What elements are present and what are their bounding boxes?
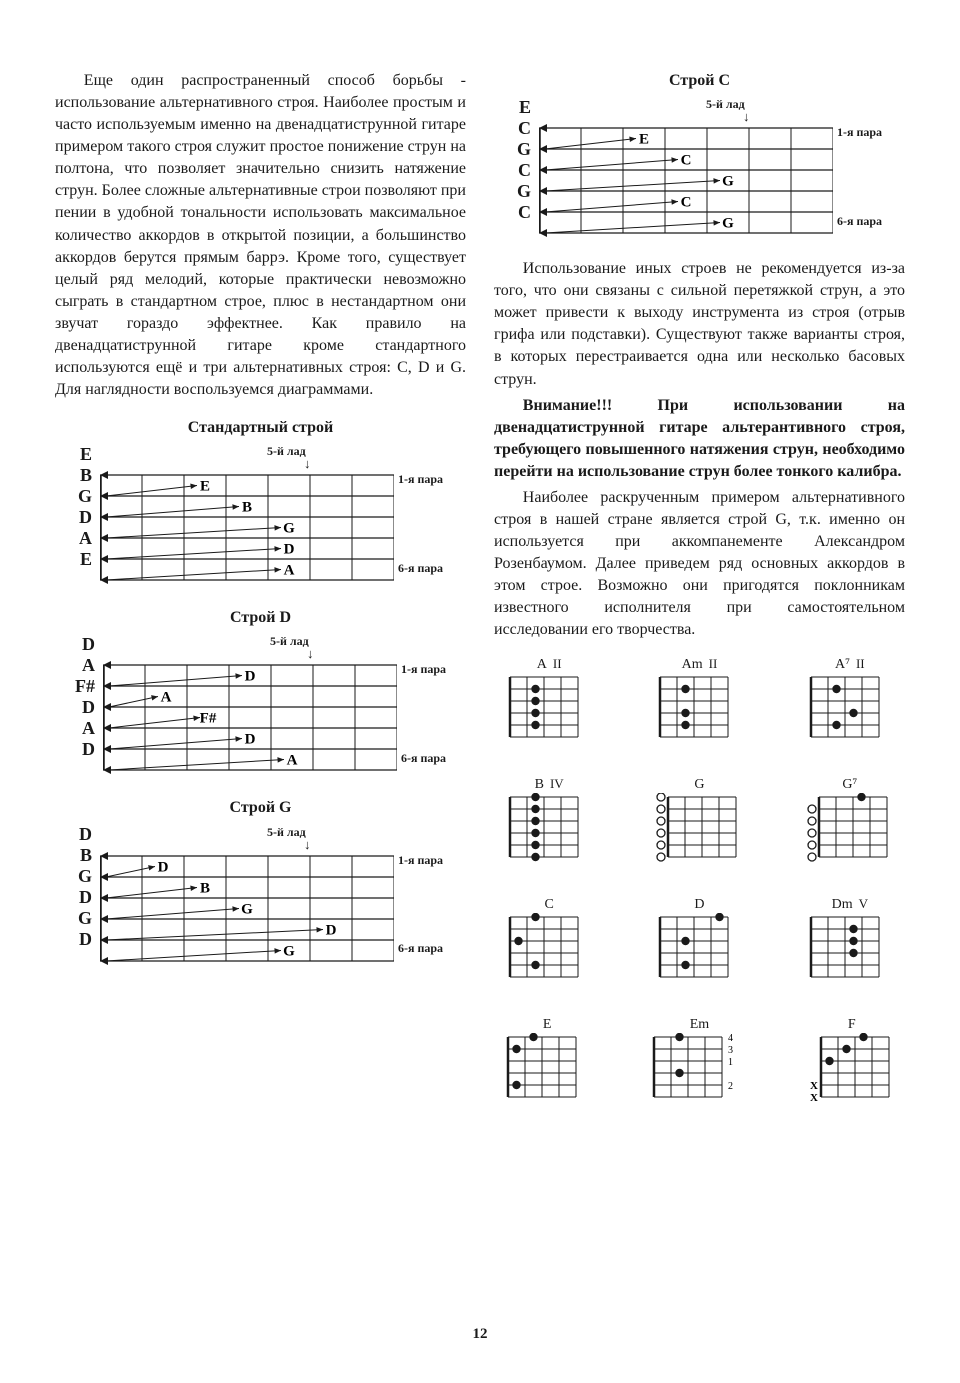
para-right-3: Наиболее раскрученным примером альтернат… (494, 487, 905, 642)
chord-dm: DmV (807, 895, 893, 985)
chord-em: Em4312 (650, 1015, 748, 1105)
right-column: Строй C ECGCGC5-й лад↓ECGCG1-я пара6-я п… (494, 70, 905, 1296)
chord-a: AII (506, 655, 592, 745)
svg-text:D: D (326, 922, 337, 938)
chord-g: G (656, 775, 742, 865)
svg-text:A: A (161, 690, 172, 706)
chord-c: C (506, 895, 592, 985)
svg-text:B: B (200, 880, 210, 896)
svg-text:G: G (283, 943, 295, 959)
tuning-d-title: Строй D (55, 607, 466, 629)
svg-text:C: C (681, 153, 692, 169)
two-column-layout: Еще один распространенный способ борьбы … (55, 70, 905, 1296)
svg-text:E: E (200, 479, 210, 495)
svg-text:G: G (241, 901, 253, 917)
chord-g7: G⁷ (807, 775, 893, 865)
svg-text:4: 4 (728, 1033, 733, 1044)
chord-e: E (504, 1015, 590, 1105)
svg-text:A: A (284, 563, 295, 579)
chord-b: BIV (506, 775, 592, 865)
svg-text:D: D (158, 859, 169, 875)
svg-text:1: 1 (728, 1057, 733, 1068)
svg-text:D: D (245, 669, 256, 685)
svg-text:G: G (722, 174, 734, 190)
tuning-c-title: Строй C (494, 70, 905, 92)
fretboard-g: DBGDGD5-й лад↓DBGDG1-я пара6-я пара (55, 824, 466, 972)
fretboard-standard: EBGDAE5-й лад↓EBGDA1-я пара6-я пара (55, 443, 466, 591)
chord-d: D (656, 895, 742, 985)
chord-f: FXX (809, 1015, 895, 1105)
para-right-warning: Внимание!!! При использовании на двенадц… (494, 395, 905, 483)
svg-text:F#: F# (200, 711, 217, 727)
fretboard-c: ECGCGC5-й лад↓ECGCG1-я пара6-я пара (494, 96, 905, 244)
svg-text:A: A (287, 753, 298, 769)
svg-text:C: C (681, 195, 692, 211)
tuning-g-title: Строй G (55, 797, 466, 819)
chord-grid: AIIAmIIA⁷IIBIVGG⁷CDDmVEEm4312FXX (494, 655, 905, 1105)
svg-text:G: G (283, 521, 295, 537)
svg-text:3: 3 (728, 1045, 733, 1056)
tuning-standard-title: Стандартный строй (55, 417, 466, 439)
fretboard-d: DAF#DAD5-й лад↓DAF#DA1-я пара6-я пара (55, 633, 466, 781)
page: Еще один распространенный способ борьбы … (0, 0, 960, 1383)
svg-text:B: B (242, 500, 252, 516)
chord-am: AmII (656, 655, 742, 745)
svg-text:E: E (639, 132, 649, 148)
svg-text:2: 2 (728, 1081, 733, 1092)
svg-text:G: G (722, 216, 734, 232)
para-right-1: Использование иных строев не рекомендует… (494, 258, 905, 390)
svg-text:X: X (810, 1080, 818, 1092)
para-left-1: Еще один распространенный способ борьбы … (55, 70, 466, 401)
svg-text:D: D (284, 542, 295, 558)
page-number: 12 (55, 1326, 905, 1343)
svg-text:D: D (245, 732, 256, 748)
chord-a7: A⁷II (807, 655, 893, 745)
left-column: Еще один распространенный способ борьбы … (55, 70, 466, 1296)
svg-text:X: X (810, 1092, 818, 1104)
